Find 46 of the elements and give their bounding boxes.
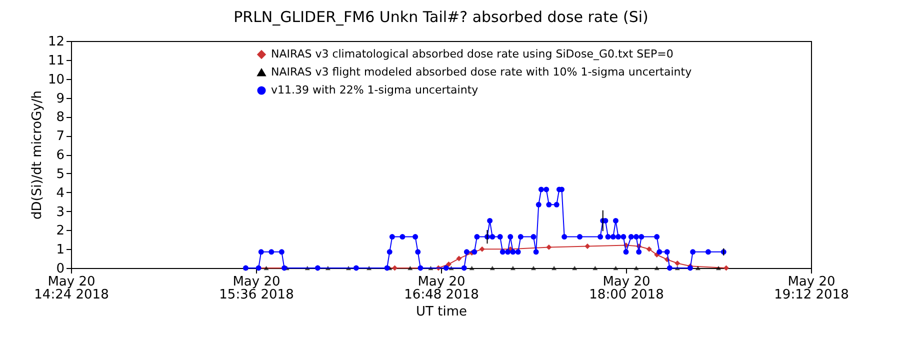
point — [446, 261, 452, 267]
point — [674, 260, 680, 266]
y-tick-label: 3 — [56, 204, 64, 220]
point — [479, 246, 485, 252]
point — [490, 266, 495, 270]
y-tick-label: 0 — [56, 262, 64, 276]
x-axis-title: UT time — [416, 304, 467, 320]
point — [456, 256, 462, 262]
point — [584, 244, 590, 249]
legend-label: v11.39 with 22% 1-sigma uncertainty — [271, 84, 479, 96]
y-tick-label: 6 — [56, 148, 64, 163]
point — [723, 265, 729, 271]
x-tick-label: May 20 19:12 2018 — [774, 274, 849, 302]
y-axis-title: dD(Si)/dt microGy/h — [30, 90, 45, 220]
point — [408, 266, 413, 270]
chart-title: PRLN_GLIDER_FM6 Unkn Tail#? absorbed dose rate (Si) — [234, 8, 648, 26]
y-tick-label: 4 — [56, 186, 64, 201]
point — [469, 266, 474, 270]
y-tick-label: 7 — [56, 129, 64, 144]
x-tick-label: May 20 15:36 2018 — [219, 274, 294, 302]
y-tick-label: 9 — [56, 91, 64, 106]
point — [510, 266, 516, 270]
x-tick-label: May 20 18:00 2018 — [589, 274, 664, 302]
point — [716, 266, 721, 270]
point — [552, 266, 557, 270]
y-tick-label: 10 — [48, 72, 64, 88]
y-tick-label: 11 — [48, 53, 64, 68]
x-tick-label: May 20 16:48 2018 — [404, 274, 479, 302]
point — [572, 266, 578, 270]
y-tick-label: 5 — [56, 166, 64, 182]
legend-label: NAIRAS v3 climatological absorbed dose rate using SiDose_G0.txt SEP=0 — [271, 48, 674, 60]
point — [695, 266, 700, 270]
point — [646, 246, 652, 252]
y-tick-label: 1 — [56, 242, 64, 258]
point — [531, 266, 536, 270]
y-tick-label: 2 — [56, 224, 64, 239]
y-tick-label: 12 — [48, 34, 64, 50]
point — [592, 266, 598, 270]
point — [634, 266, 639, 270]
point — [546, 244, 552, 250]
point — [654, 266, 660, 270]
point — [264, 266, 269, 270]
y-tick-label: 8 — [56, 110, 64, 126]
point — [613, 266, 618, 270]
x-tick-label: May 20 14:24 2018 — [34, 274, 109, 302]
legend-label: NAIRAS v3 flight modeled absorbed dose rate with 10% 1-sigma uncertainty — [271, 66, 692, 78]
